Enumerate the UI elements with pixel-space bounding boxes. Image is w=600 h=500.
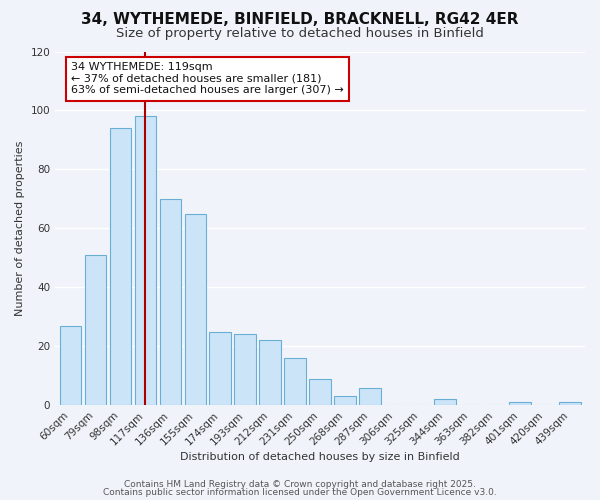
Bar [160, 199, 181, 405]
Text: 34, WYTHEMEDE, BINFIELD, BRACKNELL, RG42 4ER: 34, WYTHEMEDE, BINFIELD, BRACKNELL, RG42… [81, 12, 519, 28]
Bar [434, 400, 455, 405]
Bar [509, 402, 530, 405]
Bar [185, 214, 206, 405]
Bar [209, 332, 231, 405]
X-axis label: Distribution of detached houses by size in Binfield: Distribution of detached houses by size … [180, 452, 460, 462]
Y-axis label: Number of detached properties: Number of detached properties [15, 140, 25, 316]
Bar [59, 326, 81, 405]
Bar [134, 116, 156, 405]
Bar [259, 340, 281, 405]
Bar [310, 378, 331, 405]
Bar [334, 396, 356, 405]
Bar [359, 388, 380, 405]
Bar [235, 334, 256, 405]
Text: Contains HM Land Registry data © Crown copyright and database right 2025.: Contains HM Land Registry data © Crown c… [124, 480, 476, 489]
Text: Contains public sector information licensed under the Open Government Licence v3: Contains public sector information licen… [103, 488, 497, 497]
Text: 34 WYTHEMEDE: 119sqm
← 37% of detached houses are smaller (181)
63% of semi-deta: 34 WYTHEMEDE: 119sqm ← 37% of detached h… [71, 62, 344, 96]
Text: Size of property relative to detached houses in Binfield: Size of property relative to detached ho… [116, 28, 484, 40]
Bar [110, 128, 131, 405]
Bar [284, 358, 306, 405]
Bar [559, 402, 581, 405]
Bar [85, 255, 106, 405]
